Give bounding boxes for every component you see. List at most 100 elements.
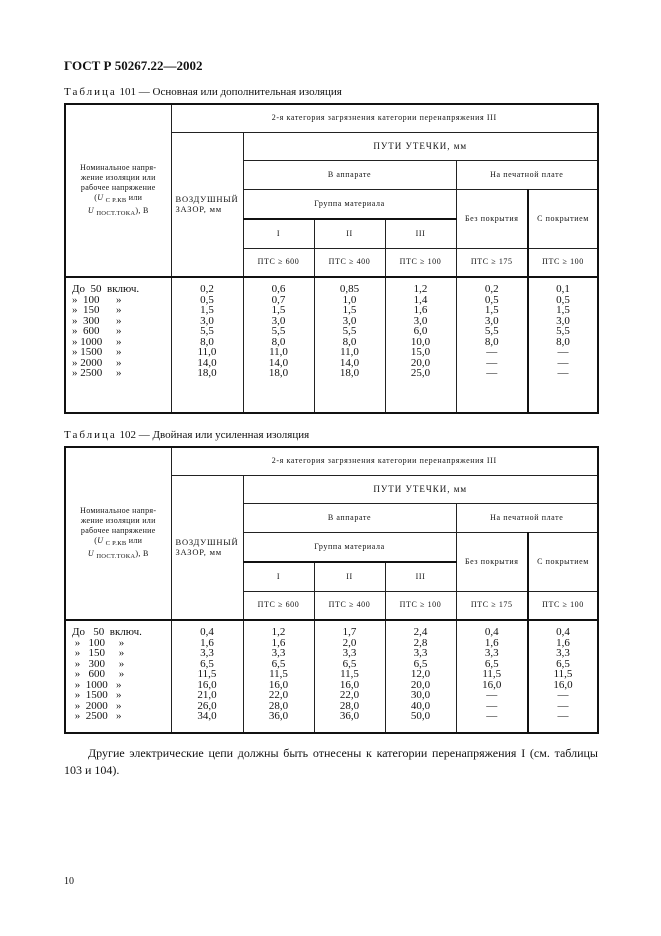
- subscript: С Р.КВ: [105, 539, 127, 547]
- table-cell: 11,5: [553, 668, 573, 680]
- table-cell: 1,6: [556, 636, 570, 649]
- table-cell: 2,4: [413, 626, 428, 638]
- coated-header-text: С покрытием: [537, 213, 589, 223]
- value-column: 0,1 0,5 1,5 3,0 5,5 8,0— — —: [527, 276, 599, 413]
- value-column: 2,4 2,8 3,3 6,5 12,0 20,0 30,0 40,0 50,0: [384, 619, 457, 733]
- air-gap-line: ЗАЗОР, мм: [175, 204, 222, 215]
- material-group-2: II: [313, 218, 386, 249]
- voltage-value: До 50 включ.: [72, 283, 140, 295]
- table-cell: 0,7: [271, 293, 286, 306]
- voltage-value: » 100 »: [72, 293, 122, 306]
- voltage-value: » 1000 »: [72, 678, 122, 691]
- cti-header-text: ПТС ≥ 100: [542, 600, 584, 610]
- material-group-header: Группа материала: [242, 531, 457, 563]
- table-cell: 20,0: [410, 356, 431, 369]
- on-pcb-header-text: На печатной плате: [490, 169, 564, 179]
- coated-header: С покрытием: [527, 531, 599, 592]
- voltage-value: » 150 »: [72, 304, 122, 316]
- table-cell: 0,2: [484, 283, 499, 295]
- table-caption-text: 101 — Основная или дополнительная изоляц…: [116, 86, 342, 98]
- u-symbol: U: [87, 205, 94, 215]
- table-cell: 11,5: [197, 668, 217, 680]
- value-column: 0,4 1,6 3,3 6,5 11,5 16,0— — —: [527, 619, 599, 733]
- table-cell: 1,5: [556, 304, 570, 316]
- table-cell: 14,0: [268, 356, 289, 369]
- table-cell: 0,85: [339, 283, 360, 295]
- subscript: ПОСТ.ТОКА: [96, 552, 136, 560]
- cti-header: ПТС ≥ 100: [527, 590, 599, 621]
- u-symbol: U: [97, 535, 104, 545]
- material-group-2: II: [313, 561, 386, 592]
- table-cell: 0,6: [271, 283, 286, 295]
- pollution-header-text: 2-я категория загрязнения категории пере…: [271, 456, 497, 466]
- cti-header-text: ПТС ≥ 175: [470, 600, 513, 610]
- cti-header: ПТС ≥ 175: [455, 247, 529, 278]
- table-cell: 3,3: [271, 647, 286, 659]
- value-column: 1,2 1,6 3,3 6,5 11,5 16,0 22,0 28,0 36,0: [242, 619, 315, 733]
- in-apparatus-header: В аппарате: [242, 159, 457, 190]
- material-group-header-text: Группа материала: [314, 198, 385, 208]
- pollution-header: 2-я категория загрязнения категории пере…: [170, 446, 599, 476]
- table-cell: 21,0: [197, 689, 217, 701]
- cti-header-text: ПТС ≥ 100: [542, 257, 584, 267]
- cti-header: ПТС ≥ 600: [242, 590, 315, 621]
- voltage-header-line: (U С Р.КВ или: [94, 192, 143, 204]
- table-cell: 0,4: [556, 626, 570, 638]
- table-cell: 8,0: [484, 335, 499, 348]
- air-gap-header: ВОЗДУШНЫЙ ЗАЗОР, мм: [170, 474, 244, 621]
- table-caption: Таблица 102 — Двойная или усиленная изол…: [64, 429, 309, 441]
- cti-header: ПТС ≥ 600: [242, 247, 315, 278]
- cti-header: ПТС ≥ 100: [527, 247, 599, 278]
- table-cell: —: [557, 699, 569, 712]
- material-group-1-text: I: [276, 228, 281, 238]
- voltage-header-line: Номинальное напря-: [80, 162, 157, 172]
- body-paragraph: Другие электрические цепи должны быть от…: [64, 746, 598, 777]
- table-cell: 1,5: [200, 304, 214, 316]
- table-cell: 3,0: [484, 314, 499, 327]
- page-number: 10: [64, 876, 74, 887]
- table-cell: 3,3: [484, 647, 499, 659]
- voltage-header-line: жение изоляции или: [80, 172, 156, 182]
- voltage-value: » 100 »: [72, 636, 125, 649]
- table-cell: —: [557, 367, 569, 379]
- pollution-header-text: 2-я категория загрязнения категории пере…: [271, 113, 497, 123]
- material-group-2-text: II: [346, 571, 353, 581]
- voltage-value: » 600 »: [72, 325, 122, 337]
- table-cell: 3,3: [200, 647, 214, 659]
- table-cell: 1,6: [200, 636, 214, 649]
- table-caption-prefix: Таблица: [64, 86, 117, 98]
- table-cell: 11,0: [269, 346, 288, 358]
- value-column: 0,2 0,5 1,5 3,0 5,5 8,0— — —: [455, 276, 529, 413]
- table-cell: 3,0: [342, 314, 357, 327]
- table-cell: 8,0: [271, 335, 286, 348]
- in-apparatus-header: В аппарате: [242, 502, 457, 533]
- uncoated-header-text: Без покрытия: [464, 556, 519, 566]
- table-cell: 3,0: [556, 314, 570, 327]
- cti-header-text: ПТС ≥ 100: [399, 257, 442, 267]
- table-cell: 1,6: [271, 636, 286, 649]
- cti-header-text: ПТС ≥ 600: [257, 600, 300, 610]
- voltage-column: До 50 включ. » 100 » » 150 » » 300 » » 6…: [64, 619, 172, 733]
- in-apparatus-header-text: В аппарате: [327, 512, 372, 522]
- table-cell: 22,0: [268, 689, 289, 701]
- table-cell: 11,5: [269, 668, 288, 680]
- table-cell: 36,0: [339, 710, 360, 722]
- material-group-3: III: [384, 561, 457, 592]
- table-cell: 8,0: [200, 335, 214, 348]
- table-caption-prefix: Таблица: [64, 429, 117, 441]
- value-column: 0,6 0,7 1,5 3,0 5,5 8,0 11,0 14,0 18,0: [242, 276, 315, 413]
- table-cell: 0,4: [484, 626, 499, 638]
- table-cell: 6,5: [271, 657, 286, 670]
- table-cell: 12,0: [410, 668, 431, 680]
- table-cell: 15,0: [410, 346, 431, 358]
- table-cell: 28,0: [339, 699, 360, 712]
- material-group-1: I: [242, 561, 315, 592]
- uncoated-header: Без покрытия: [455, 531, 529, 592]
- table-cell: 1,6: [484, 636, 499, 649]
- value-column: 0,4 1,6 3,3 6,5 11,5 16,0— — —: [455, 619, 529, 733]
- table-cell: —: [486, 699, 498, 712]
- cti-header-text: ПТС ≥ 175: [470, 257, 513, 267]
- on-pcb-header: На печатной плате: [455, 502, 599, 533]
- voltage-value: » 1500 »: [72, 346, 122, 358]
- table-cell: 1,2: [271, 626, 286, 638]
